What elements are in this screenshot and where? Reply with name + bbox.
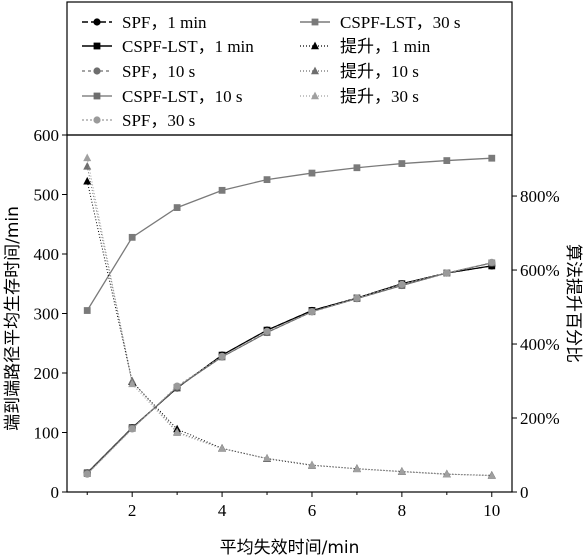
series-line [86, 262, 492, 474]
right-axis-title: 算法提升百分比 [563, 244, 583, 363]
legend-label: SPF，1 min [122, 13, 207, 32]
data-point [128, 379, 137, 388]
data-point [218, 186, 226, 194]
data-point [218, 444, 227, 452]
series-line [86, 181, 492, 476]
data-point [83, 470, 91, 478]
data-point [83, 307, 91, 314]
legend-marker [311, 91, 319, 100]
data-point [488, 154, 496, 162]
legend-marker [311, 18, 319, 26]
left-tick-label: 400 [34, 245, 60, 264]
data-point [308, 308, 316, 316]
x-tick-label: 6 [308, 501, 317, 520]
data-point [173, 382, 181, 390]
data-point [173, 428, 182, 437]
data-point [307, 460, 316, 469]
series-line [86, 265, 492, 474]
legend-marker [93, 18, 101, 26]
left-tick-label: 500 [34, 186, 60, 205]
x-tick-label: 10 [483, 501, 500, 520]
left-tick-label: 200 [34, 364, 60, 383]
legend-marker [93, 42, 101, 50]
right-tick-label: 800% [520, 187, 560, 206]
right-tick-label: 400% [520, 335, 560, 354]
right-tick-label: 200% [520, 409, 560, 428]
x-tick-label: 2 [128, 501, 137, 520]
left-axis-title: 端到端路径平均生存时间/min [3, 206, 23, 431]
data-point [308, 169, 316, 177]
left-tick-label: 100 [34, 424, 60, 443]
series-line [86, 261, 492, 475]
series-line [86, 262, 492, 474]
legend-marker [311, 66, 319, 75]
data-point [83, 176, 92, 185]
data-point [353, 164, 361, 172]
series-line [86, 265, 492, 474]
legend-marker [93, 116, 101, 124]
legend-marker [93, 92, 101, 100]
data-point [218, 352, 226, 360]
data-point [173, 204, 181, 211]
plot-frame [66, 134, 513, 493]
x-tick-label: 8 [398, 501, 407, 520]
legend-marker [93, 67, 101, 75]
x-tick-label: 4 [218, 501, 227, 520]
data-point [488, 258, 496, 266]
legend-marker [311, 41, 319, 50]
data-point [442, 469, 451, 478]
x-axis-title: 平均失效时间/min [220, 538, 360, 558]
legend-label: SPF，30 s [122, 111, 195, 130]
legend-label: CSPF-LST，30 s [340, 13, 460, 32]
right-tick-label: 600% [520, 261, 560, 280]
right-tick-label: 0 [520, 483, 529, 502]
legend-label: CSPF-LST，10 s [122, 87, 242, 106]
data-point [128, 425, 136, 433]
data-point [443, 157, 451, 164]
data-point [263, 327, 271, 335]
data-point [353, 294, 361, 302]
data-point [83, 153, 92, 162]
left-tick-label: 600 [34, 126, 60, 145]
series-line [86, 166, 492, 477]
data-point [83, 162, 92, 170]
legend-label: 提升，30 s [340, 87, 419, 106]
data-point [263, 176, 271, 184]
data-point [352, 464, 361, 473]
data-point [443, 269, 451, 277]
series-line [86, 157, 492, 477]
data-point [398, 280, 406, 288]
data-point [397, 467, 406, 475]
data-point [398, 160, 406, 167]
series-line [86, 157, 492, 311]
data-point [128, 233, 136, 241]
legend-label: SPF，10 s [122, 62, 195, 81]
legend-label: 提升，10 s [340, 62, 419, 81]
data-point [487, 471, 496, 479]
legend-label: 提升，1 min [340, 37, 431, 56]
legend-label: CSPF-LST，1 min [122, 37, 254, 56]
left-tick-label: 0 [51, 483, 60, 502]
data-point [263, 453, 272, 462]
left-tick-label: 300 [34, 305, 60, 324]
